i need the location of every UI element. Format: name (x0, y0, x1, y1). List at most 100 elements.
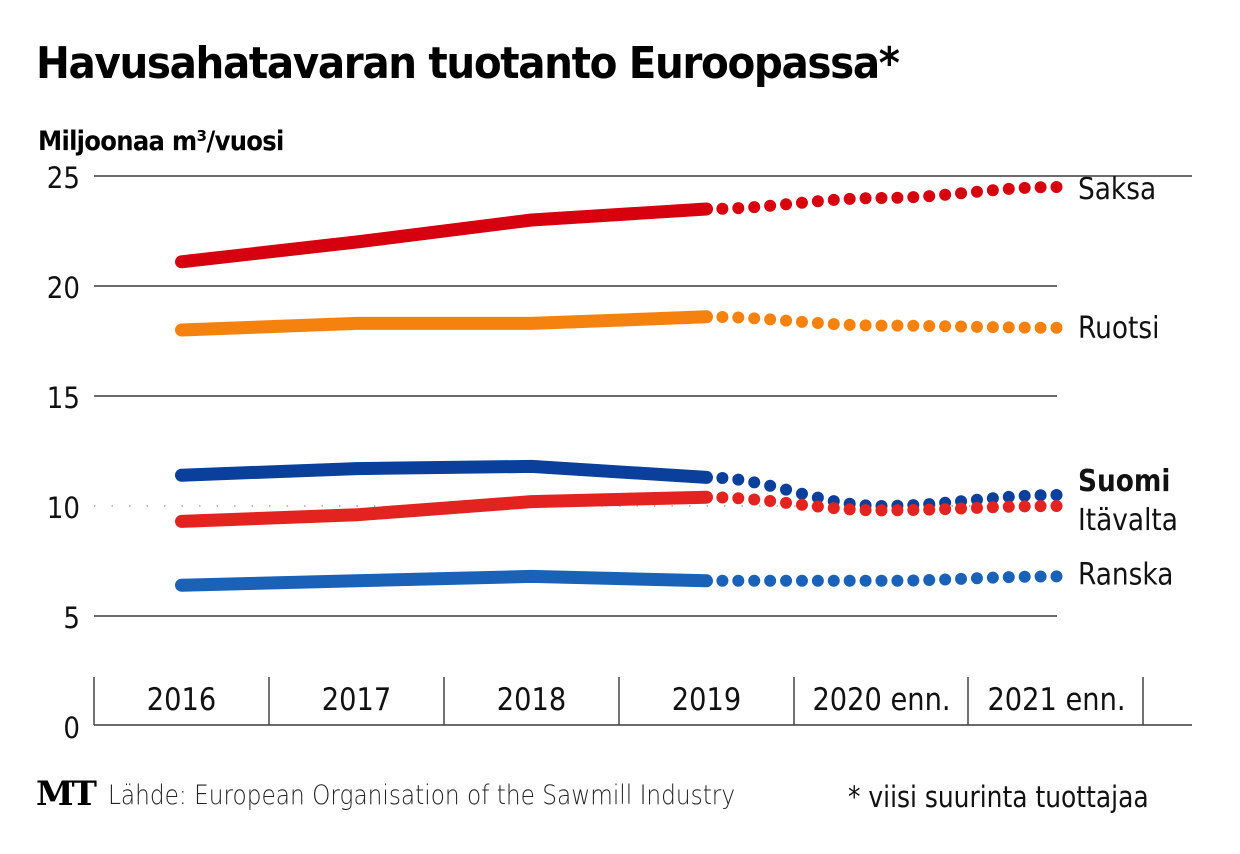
series-line-4 (175, 490, 713, 528)
series-line-1 (175, 202, 713, 269)
forecast-dot (1034, 570, 1047, 583)
forecast-dot (1018, 500, 1031, 513)
forecast-dot (939, 503, 952, 516)
forecast-dot (907, 504, 920, 517)
forecast-dot (811, 574, 824, 587)
forecast-dot (1050, 181, 1063, 193)
x-tick-label: 2017 (322, 681, 391, 717)
y-tick-label: 0 (63, 711, 80, 746)
forecast-dot (1034, 500, 1047, 513)
source-text: Lähde: European Organisation of the Sawm… (108, 780, 736, 811)
forecast-dot (827, 193, 840, 206)
forecast-dot (939, 188, 952, 201)
forecast-dot (795, 498, 808, 511)
forecast-dot (875, 192, 888, 204)
forecast-dot (970, 320, 983, 333)
forecast-dot (955, 320, 968, 333)
forecast-dot (764, 479, 777, 492)
forecast-dot (748, 493, 761, 506)
mt-logo: MT (36, 774, 97, 814)
forecast-dot (955, 187, 968, 200)
forecast-dot (827, 574, 840, 587)
forecast-dot (1050, 500, 1063, 512)
series-label: Itävalta (1078, 502, 1178, 537)
forecast-dot (764, 495, 777, 508)
forecast-dot (811, 195, 824, 208)
forecast-dot (955, 572, 968, 585)
series-label: Ruotsi (1078, 310, 1159, 345)
forecast-dot (1002, 321, 1015, 334)
forecast-dot (986, 321, 999, 334)
forecast-dot (843, 574, 856, 587)
forecast-dot (780, 483, 793, 496)
forecast-dot (827, 502, 840, 515)
forecast-dot (859, 574, 872, 587)
y-tick-labels: 0 5 10 15 20 25 (47, 161, 80, 746)
series-line-5 (175, 569, 713, 592)
forecast-dot (1002, 182, 1015, 195)
forecast-dot (891, 319, 904, 332)
y-axis-unit-label: Miljoonaa m³/vuosi (38, 126, 284, 157)
forecast-dot (764, 574, 777, 587)
forecast-dot (907, 191, 920, 204)
forecast-dot (716, 202, 729, 215)
forecast-dot (748, 476, 761, 489)
forecast-dot (843, 192, 856, 205)
forecast-dot (780, 314, 793, 327)
series-lines (175, 181, 1063, 592)
forecast-dot (716, 491, 729, 504)
x-tick-label: 2016 (147, 681, 216, 717)
forecast-dot (1018, 489, 1031, 502)
forecast-dot (875, 574, 888, 587)
forecast-dot (716, 471, 729, 484)
x-tick-label: 2021 enn. (987, 681, 1125, 717)
forecast-dot (843, 503, 856, 516)
series-line-3 (175, 459, 713, 484)
forecast-dot (827, 318, 840, 331)
forecast-dot (780, 574, 793, 587)
chart-title: Havusahatavaran tuotanto Euroopassa* (36, 38, 900, 89)
forecast-dot (748, 574, 761, 587)
forecast-dot (811, 500, 824, 513)
forecast-dot (795, 574, 808, 587)
forecast-dot (795, 487, 808, 500)
forecast-dot (748, 312, 761, 325)
forecast-dot (764, 199, 777, 212)
forecast-dot (1018, 181, 1031, 194)
forecast-dot (923, 574, 936, 587)
forecast-dot (795, 315, 808, 328)
series-label: Saksa (1078, 171, 1156, 206)
forecast-dot (732, 202, 745, 215)
forecast-dot (732, 492, 745, 505)
forecast-dot (939, 573, 952, 586)
footnote-text: * viisi suurinta tuottajaa (848, 780, 1149, 814)
forecast-dot (891, 191, 904, 204)
forecast-dot (875, 319, 888, 332)
forecast-dot (1034, 321, 1047, 334)
forecast-dot (1050, 321, 1063, 334)
forecast-dot (970, 501, 983, 514)
forecast-dot (732, 574, 745, 587)
forecast-dot (716, 310, 729, 323)
forecast-dot (986, 571, 999, 584)
forecast-dot (859, 319, 872, 332)
forecast-dot (1050, 489, 1063, 501)
forecast-dot (1034, 489, 1047, 502)
y-tick-label: 5 (63, 601, 80, 636)
forecast-dot (875, 504, 888, 517)
forecast-dot (764, 313, 777, 326)
forecast-dot (811, 491, 824, 504)
forecast-dot (732, 311, 745, 324)
forecast-dot (859, 504, 872, 517)
forecast-dot (986, 492, 999, 505)
y-tick-label: 15 (47, 381, 80, 416)
forecast-dot (1034, 181, 1047, 194)
forecast-dot (1050, 570, 1063, 583)
forecast-dot (1002, 500, 1015, 513)
forecast-dot (986, 184, 999, 197)
forecast-dot (986, 501, 999, 514)
forecast-dot (891, 504, 904, 517)
forecast-dot (923, 190, 936, 203)
forecast-dot (923, 319, 936, 332)
